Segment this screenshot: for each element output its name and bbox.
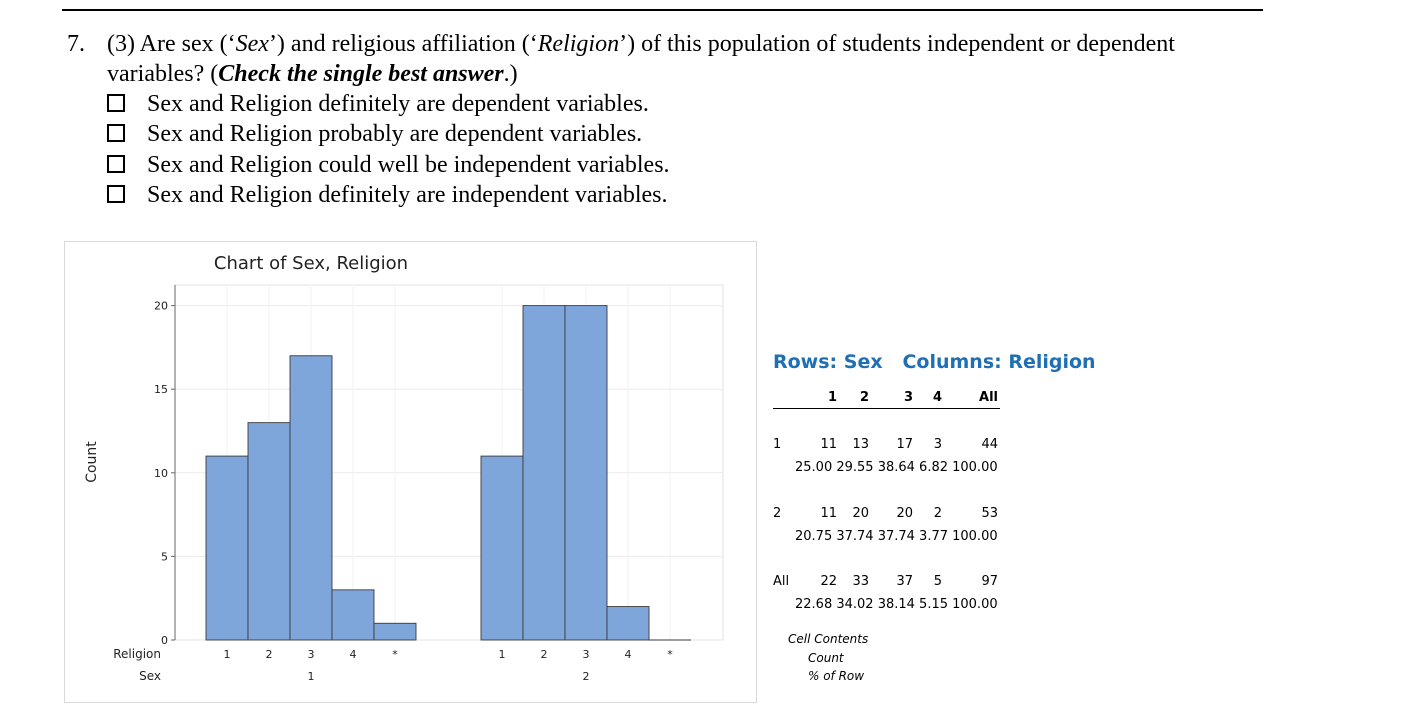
column-header: 2 [859, 390, 869, 405]
x-tick-label-religion: * [392, 648, 398, 661]
count-cell: 3 [933, 437, 942, 452]
row-label: 2 [773, 506, 782, 521]
bar [289, 355, 333, 641]
column-header: All [979, 390, 998, 405]
header-rule [773, 408, 1000, 409]
question-text-line1: (3) Are sex (‘Sex’) and religious affili… [107, 31, 1175, 57]
option-label: Sex and Religion definitely are independ… [147, 182, 668, 208]
question-text-line2: variables? (Check the single best answer… [107, 61, 518, 87]
count-cell: 20 [896, 506, 913, 521]
checkbox-icon[interactable] [107, 185, 125, 204]
x-row-label-religion: Religion [113, 647, 161, 661]
var-sex: Sex [235, 31, 269, 57]
x-tick-label-religion: 1 [499, 648, 506, 661]
x-tick-label-sex: 2 [583, 670, 590, 683]
option-1[interactable]: Sex and Religion definitely are dependen… [107, 89, 649, 119]
count-cell: 20 [852, 506, 869, 521]
count-cell: 97 [981, 574, 998, 589]
row-percent-line: 22.68 34.02 38.14 5.15 100.00 [795, 597, 998, 612]
count-cell: 44 [981, 437, 998, 452]
x-tick-label-religion: 2 [266, 648, 273, 661]
checkbox-icon[interactable] [107, 124, 125, 143]
y-tick-label: 20 [154, 300, 168, 313]
cell-contents-label: Cell Contents [788, 632, 869, 646]
row-label: 1 [773, 437, 782, 452]
x-tick-label-sex: 1 [308, 670, 315, 683]
column-header: 3 [903, 390, 913, 405]
column-header: 1 [827, 390, 837, 405]
bar [480, 455, 524, 641]
count-cell: 11 [820, 437, 837, 452]
count-cell: 37 [896, 574, 913, 589]
chart-title: Chart of Sex, Religion [214, 253, 408, 274]
bar [331, 589, 375, 641]
count-cell: 5 [933, 574, 942, 589]
y-tick-label: 0 [161, 634, 168, 647]
chart-panel: Chart of Sex, Religion Count Religion Se… [64, 241, 757, 703]
count-cell: 53 [981, 506, 998, 521]
top-rule [62, 9, 1263, 11]
x-tick-label-religion: * [667, 648, 673, 661]
y-axis-label: Count [84, 441, 100, 483]
checkbox-icon[interactable] [107, 155, 125, 174]
cell-contents-item: % of Row [808, 669, 865, 683]
y-tick-label: 15 [154, 383, 168, 396]
y-tick-label: 10 [154, 467, 168, 480]
bar [247, 422, 291, 641]
var-religion: Religion [537, 31, 620, 57]
row-percent-line: 20.75 37.74 37.74 3.77 100.00 [795, 529, 998, 544]
checkbox-icon[interactable] [107, 94, 125, 113]
x-tick-label-religion: 3 [308, 648, 315, 661]
option-label: Sex and Religion could well be independe… [147, 152, 670, 178]
x-tick-label-religion: 4 [625, 648, 632, 661]
option-3[interactable]: Sex and Religion could well be independe… [107, 150, 670, 180]
x-tick-label-religion: 1 [224, 648, 231, 661]
count-cell: 13 [852, 437, 869, 452]
count-cell: 2 [933, 506, 942, 521]
cell-contents-item: Count [808, 651, 844, 665]
y-tick-label: 5 [161, 550, 168, 563]
x-tick-label-religion: 4 [350, 648, 357, 661]
bar-chart: Chart of Sex, Religion Count Religion Se… [84, 253, 724, 683]
instruction-emphasis: Check the single best answer [218, 61, 504, 87]
count-cell: 33 [852, 574, 869, 589]
bar [564, 305, 608, 641]
table-title: Rows: Sex Columns: Religion [773, 351, 1096, 373]
column-header: 4 [932, 390, 942, 405]
count-cell: 11 [820, 506, 837, 521]
bar [205, 455, 249, 641]
row-percent-line: 25.00 29.55 38.64 6.82 100.00 [795, 460, 998, 475]
x-tick-label-religion: 3 [583, 648, 590, 661]
x-tick-label-religion: 2 [541, 648, 548, 661]
count-cell: 22 [820, 574, 837, 589]
option-4[interactable]: Sex and Religion definitely are independ… [107, 180, 668, 210]
count-cell: 17 [896, 437, 913, 452]
bar [606, 606, 650, 641]
question-number: 7. [67, 31, 85, 57]
x-row-label-sex: Sex [139, 669, 161, 683]
option-2[interactable]: Sex and Religion probably are dependent … [107, 119, 642, 149]
row-label: All [773, 574, 790, 589]
option-label: Sex and Religion probably are dependent … [147, 121, 643, 147]
option-label: Sex and Religion definitely are dependen… [147, 91, 649, 117]
bar [373, 622, 417, 641]
bar [522, 305, 566, 641]
